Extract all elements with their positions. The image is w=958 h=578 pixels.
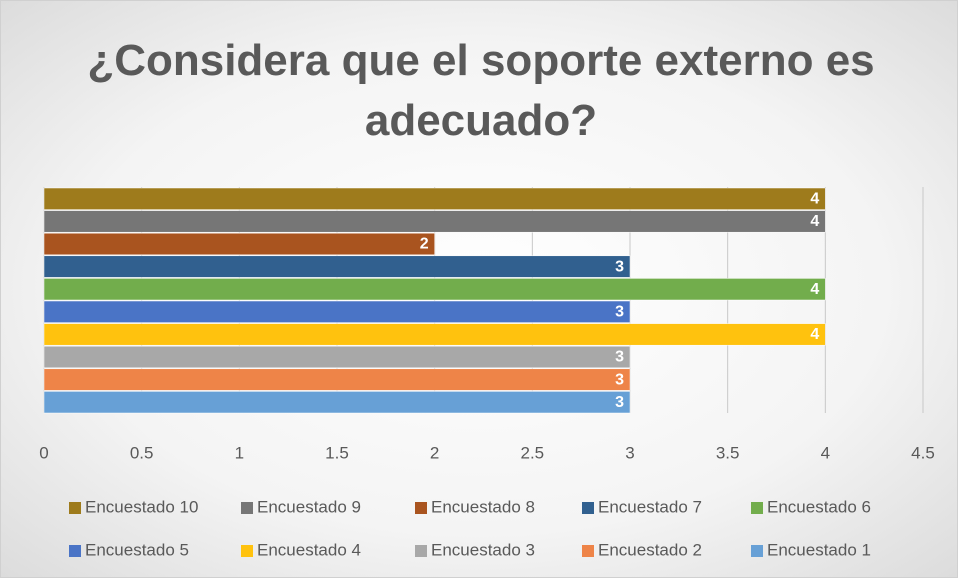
x-tick-label: 4.5 [911,443,935,462]
legend-swatch [582,502,594,514]
legend-label: Encuestado 5 [85,540,189,559]
legend-label: Encuestado 7 [598,497,702,516]
data-label: 3 [615,349,624,366]
x-tick-label: 3 [625,443,634,462]
legend-label: Encuestado 4 [257,540,361,559]
legend-swatch [241,545,253,557]
chart-title: ¿Considera que el soporte externo es ade… [87,36,875,145]
data-label: 3 [615,371,624,388]
data-label: 4 [810,191,819,208]
data-label: 4 [810,213,819,230]
data-label: 4 [810,281,819,298]
legend-swatch [69,502,81,514]
x-tick-label: 4 [821,443,830,462]
bar [43,391,631,414]
x-tick-label: 1 [235,443,244,462]
bar [43,187,826,210]
data-label: 2 [420,236,429,253]
x-tick-label: 2.5 [521,443,545,462]
legend-swatch [69,545,81,557]
bar [43,368,631,391]
data-label: 3 [615,258,624,275]
bar [43,300,631,323]
x-tick-label: 3.5 [716,443,740,462]
bar [43,255,631,278]
x-tick-label: 0 [39,443,48,462]
legend-swatch [751,545,763,557]
legend-label: Encuestado 10 [85,497,198,516]
bar [43,345,631,369]
bar [43,232,435,256]
legend-label: Encuestado 1 [767,540,871,559]
x-tick-label: 0.5 [130,443,154,462]
x-tick-label: 1.5 [325,443,349,462]
x-tick-label: 2 [430,443,439,462]
legend-label: Encuestado 8 [431,497,535,516]
legend-swatch [751,502,763,514]
legend-swatch [415,545,427,557]
data-label: 4 [810,326,819,343]
data-label: 3 [615,394,624,411]
legend-label: Encuestado 3 [431,540,535,559]
legend-swatch [241,502,253,514]
legend-label: Encuestado 9 [257,497,361,516]
bar [43,210,826,233]
legend-swatch [415,502,427,514]
legend-label: Encuestado 2 [598,540,702,559]
bar [43,278,826,301]
bar [43,323,826,346]
legend-swatch [582,545,594,557]
data-label: 3 [615,304,624,321]
legend-label: Encuestado 6 [767,497,871,516]
